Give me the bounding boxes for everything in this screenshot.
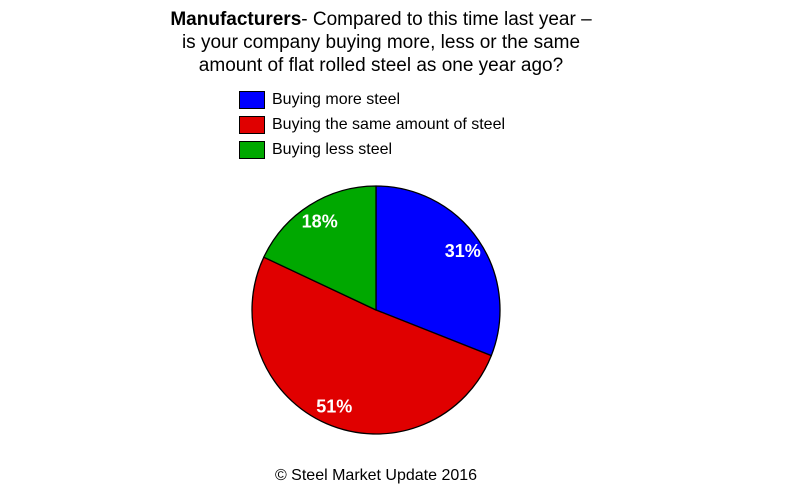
- legend-item: Buying less steel: [239, 141, 505, 159]
- pie-slice-label: 51%: [316, 396, 352, 416]
- chart-title-line1-rest: - Compared to this time last year –: [301, 9, 592, 30]
- legend-label: Buying less steel: [272, 141, 393, 158]
- legend-item: Buying more steel: [239, 91, 505, 109]
- chart-title-line1: Manufacturers- Compared to this time las…: [170, 9, 591, 30]
- pie-slice: [263, 185, 377, 311]
- legend-swatch: [239, 116, 265, 134]
- pie-slice: [251, 256, 492, 435]
- pie-slice-label: 18%: [302, 211, 338, 231]
- legend-item: Buying the same amount of steel: [239, 116, 505, 134]
- chart-title-bold: Manufacturers: [170, 9, 302, 30]
- chart-title-line2: is your company buying more, less or the…: [181, 32, 581, 53]
- legend-swatch: [239, 91, 265, 109]
- legend: Buying more steel Buying the same amount …: [239, 91, 505, 166]
- pie-chart: 31% 51% 18%: [251, 185, 501, 435]
- chart-title: Manufacturers- Compared to this time las…: [76, 8, 686, 77]
- chart-title-line3: amount of flat rolled steel as one year …: [198, 55, 564, 76]
- legend-label: Buying more steel: [272, 91, 401, 108]
- legend-swatch: [239, 141, 265, 159]
- copyright-text: © Steel Market Update 2016: [274, 467, 478, 484]
- pie-slice: [375, 185, 501, 357]
- legend-label: Buying the same amount of steel: [272, 116, 506, 133]
- pie-slice-label: 31%: [445, 241, 481, 261]
